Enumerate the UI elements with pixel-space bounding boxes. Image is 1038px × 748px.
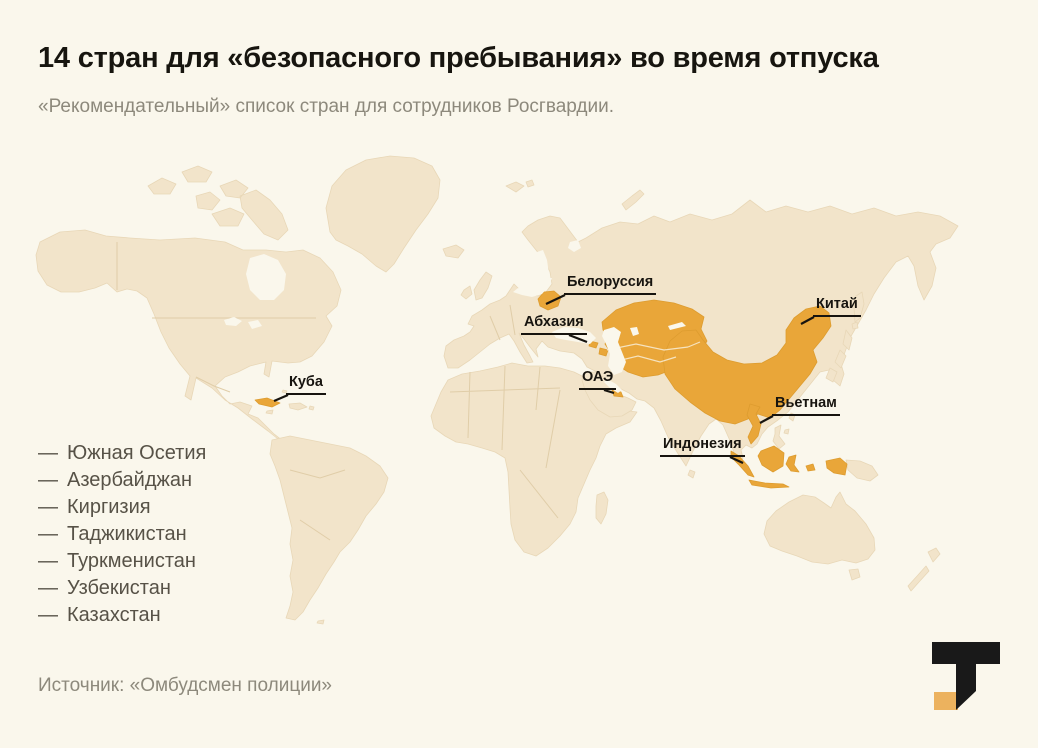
- page-title: 14 стран для «безопасного пребывания» во…: [38, 42, 879, 74]
- list-item-kazakhstan: — Казахстан: [38, 602, 206, 629]
- land-new-zealand: [907, 547, 941, 592]
- leader-abkhazia: [568, 333, 588, 344]
- list-item-kyrgyzstan: — Киргизия: [38, 494, 206, 521]
- list-bullet: —: [38, 604, 58, 626]
- sea-persian-gulf: [604, 379, 622, 393]
- land-new-guinea: [845, 459, 879, 482]
- list-bullet: —: [38, 469, 58, 491]
- tj-logo-t-shape: [932, 642, 1000, 710]
- list-item-azerbaijan: — Азербайджан: [38, 467, 206, 494]
- country-belarus-highlight: [537, 290, 562, 311]
- list-item-uzbekistan: — Узбекистан: [38, 575, 206, 602]
- land-iceland: [442, 244, 465, 259]
- land-greenland: [325, 155, 441, 273]
- lake-balkhash: [668, 322, 686, 330]
- land-australia: [763, 491, 876, 565]
- map-label-uae: ОАЭ: [579, 369, 617, 390]
- map-label-indonesia-text: Индонезия: [663, 436, 742, 452]
- label-leader-lines: [273, 294, 815, 464]
- list-item-tajikistan: — Таджикистан: [38, 521, 206, 548]
- land-novaya-zemlya: [621, 189, 645, 211]
- land-japan: [825, 321, 859, 383]
- land-arctic-islands: [147, 165, 289, 241]
- map-label-cuba: Куба: [286, 374, 326, 395]
- list-bullet: —: [38, 496, 58, 518]
- source-note: Источник: «Омбудсмен полиции»: [38, 675, 332, 697]
- country-china-highlight: [662, 305, 832, 425]
- land-madagascar: [595, 491, 609, 525]
- list-item-turkmenistan: — Туркменистан: [38, 548, 206, 575]
- land-svalbard: [505, 179, 535, 193]
- leader-indonesia: [729, 456, 744, 464]
- map-label-vietnam: Вьетнам: [772, 395, 840, 416]
- list-item-text: Узбекистан: [67, 577, 171, 599]
- source-text: Источник: «Омбудсмен полиции»: [38, 675, 332, 696]
- list-bullet: —: [38, 550, 58, 572]
- map-label-abkhazia-text: Абхазия: [524, 314, 584, 330]
- map-label-cuba-text: Куба: [289, 374, 323, 390]
- map-label-abkhazia: Абхазия: [521, 314, 587, 335]
- country-borders: [116, 242, 561, 541]
- list-bullet: —: [38, 442, 58, 464]
- sea-hudson-bay: [246, 254, 286, 300]
- land-philippines: [772, 424, 790, 450]
- map-label-belarus: Белоруссия: [564, 274, 657, 295]
- land-sakhalin: [853, 291, 865, 323]
- list-item-south-ossetia: — Южная Осетия: [38, 440, 206, 467]
- country-indonesia-highlight: [730, 445, 848, 489]
- map-label-china-text: Китай: [816, 296, 858, 312]
- map-label-belarus-text: Белоруссия: [567, 274, 654, 290]
- leader-china: [800, 316, 815, 325]
- land-british-isles: [460, 271, 493, 301]
- land-tasmania: [848, 568, 861, 581]
- country-cuba-highlight: [254, 397, 281, 408]
- list-bullet: —: [38, 523, 58, 545]
- land-caribbean: [265, 389, 315, 415]
- sea-bothnia: [537, 250, 549, 276]
- map-label-china: Китай: [813, 296, 861, 317]
- country-vietnam-highlight: [746, 403, 762, 445]
- sea-caspian: [602, 327, 626, 375]
- sea-black: [552, 327, 596, 344]
- tj-logo-accent-square: [934, 692, 958, 710]
- sea-white: [568, 240, 581, 252]
- list-item-text: Киргизия: [67, 496, 151, 518]
- land-sri-lanka: [687, 469, 696, 479]
- list-bullet: —: [38, 577, 58, 599]
- sea-baltic: [513, 278, 552, 297]
- map-label-vietnam-text: Вьетнам: [775, 395, 837, 411]
- seas: [224, 240, 686, 393]
- country-azerbaijan-highlight: [598, 347, 609, 357]
- leader-belarus: [545, 294, 566, 305]
- list-item-text: Азербайджан: [67, 469, 193, 491]
- lake-great-lakes: [224, 317, 262, 329]
- land-north-america: [35, 229, 342, 450]
- list-item-text: Туркменистан: [67, 550, 196, 572]
- leader-uae: [603, 388, 615, 395]
- page-subtitle: «Рекомендательный» список стран для сотр…: [38, 96, 615, 117]
- land-africa: [430, 362, 638, 557]
- leader-cuba: [273, 393, 289, 403]
- list-item-text: Таджикистан: [67, 523, 187, 545]
- leader-vietnam: [759, 415, 774, 424]
- tj-logo: [932, 642, 1000, 710]
- central-asia-inner-borders: [606, 341, 701, 363]
- map-label-uae-text: ОАЭ: [582, 369, 614, 385]
- list-item-text: Казахстан: [67, 604, 161, 626]
- land-falklands: [316, 619, 325, 625]
- map-label-indonesia: Индонезия: [660, 436, 745, 457]
- list-item-text: Южная Осетия: [67, 442, 207, 464]
- country-list: — Южная Осетия — Азербайджан — Киргизия — Та…: [38, 440, 206, 629]
- lake-aral: [630, 327, 639, 336]
- land-south-america: [269, 435, 389, 621]
